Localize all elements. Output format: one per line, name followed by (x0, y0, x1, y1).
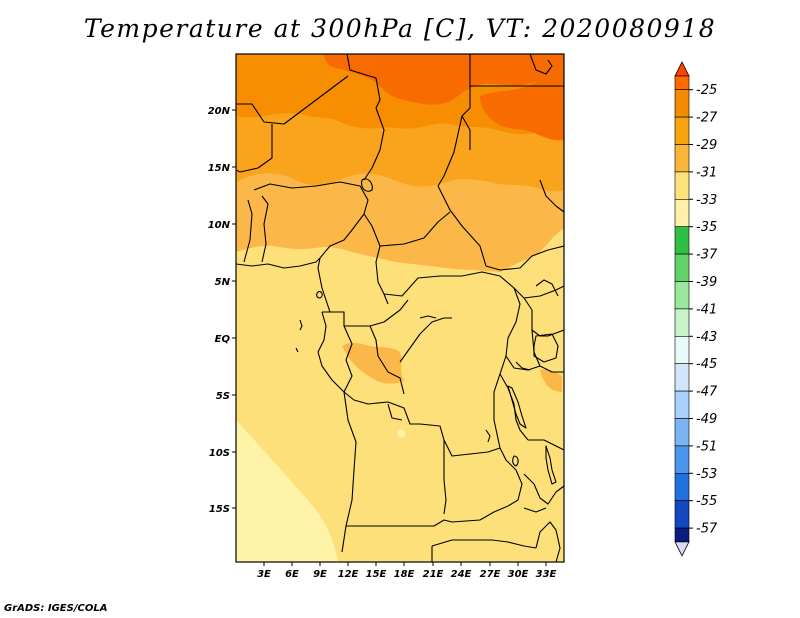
colorbar-swatch (674, 363, 690, 392)
colorbar: -25 -27 -29 -31 -33 -35 -37 -39 -41 -43 -45 -47 -49 -… (674, 61, 718, 557)
colorbar-swatch (674, 527, 690, 543)
region-minus35-spot (396, 429, 406, 438)
colorbar-swatch (674, 445, 690, 474)
lat-tick-label: EQ (215, 334, 231, 345)
lon-tick-label: 12E (338, 569, 359, 580)
map-frame (235, 53, 565, 563)
lat-axis: 20N 15N 10N 5N EQ 5S 10S 15S (208, 106, 236, 515)
colorbar-swatch (674, 226, 690, 255)
colorbar-label: -55 (696, 494, 717, 509)
lat-tick-label: 20N (208, 106, 231, 117)
lat-tick-label: 5N (215, 277, 231, 288)
grads-credit: GrADS: IGES/COLA (4, 603, 108, 614)
colorbar-swatch (674, 335, 690, 364)
region-minus25-east (480, 72, 564, 141)
colorbar-label: -27 (696, 111, 718, 126)
lon-tick-label: 21E (423, 569, 444, 580)
lat-tick-label: 15S (209, 504, 230, 515)
colorbar-label: -25 (696, 83, 717, 98)
lon-tick-label: 33E (536, 569, 557, 580)
lat-tick-label: 5S (216, 391, 230, 402)
map-panel (235, 53, 565, 563)
colorbar-label: -39 (696, 275, 717, 290)
lon-axis: 3E 6E 9E 12E 15E 18E 21E 24E 27E 30E 33E (257, 562, 557, 580)
colorbar-swatch (674, 500, 690, 529)
lon-tick-label: 6E (285, 569, 299, 580)
colorbar-swatch (674, 144, 690, 173)
lon-tick-label: 3E (257, 569, 271, 580)
colorbar-swatch (674, 281, 690, 310)
lon-tick-label: 15E (366, 569, 387, 580)
lat-tick-label: 10N (208, 220, 231, 231)
colorbar-arrow-bottom (674, 541, 690, 557)
colorbar-label: -43 (696, 330, 717, 345)
colorbar-label: -41 (696, 302, 717, 317)
colorbar-label: -33 (696, 193, 717, 208)
colorbar-label: -37 (696, 248, 718, 263)
lat-tick-label: 15N (208, 163, 231, 174)
colorbar-label: -45 (696, 357, 717, 372)
map-title: Temperature at 300hPa [C], VT: 202008091… (83, 14, 717, 43)
region-minus35 (236, 420, 338, 562)
colorbar-swatch (674, 116, 690, 145)
colorbar-swatch (674, 199, 690, 228)
colorbar-swatch (674, 171, 690, 200)
colorbar-swatch (674, 75, 690, 90)
colorbar-swatch (674, 308, 690, 337)
colorbar-label: -51 (696, 439, 717, 454)
region-minus25-north (324, 54, 564, 105)
colorbar-swatch (674, 253, 690, 282)
colorbar-swatch (674, 390, 690, 419)
lon-tick-label: 9E (313, 569, 327, 580)
colorbar-label: -29 (696, 138, 717, 153)
colorbar-arrow-top (674, 61, 690, 77)
lon-tick-label: 24E (451, 569, 472, 580)
lon-tick-label: 27E (480, 569, 501, 580)
colorbar-swatch (674, 472, 690, 501)
region-minus31-spot-a (342, 342, 404, 384)
lon-tick-label: 30E (508, 569, 529, 580)
colorbar-label: -49 (696, 412, 717, 427)
colorbar-label: -31 (696, 165, 717, 180)
lat-tick-label: 10S (209, 448, 230, 459)
colorbar-label: -53 (696, 467, 717, 482)
region-minus31-spot-b (540, 369, 562, 392)
colorbar-label: -47 (696, 385, 718, 400)
lon-tick-label: 18E (394, 569, 415, 580)
colorbar-swatch (674, 418, 690, 447)
country-borders (236, 54, 564, 562)
colorbar-label: -57 (696, 522, 718, 537)
colorbar-label: -35 (696, 220, 717, 235)
colorbar-swatch (674, 89, 690, 118)
